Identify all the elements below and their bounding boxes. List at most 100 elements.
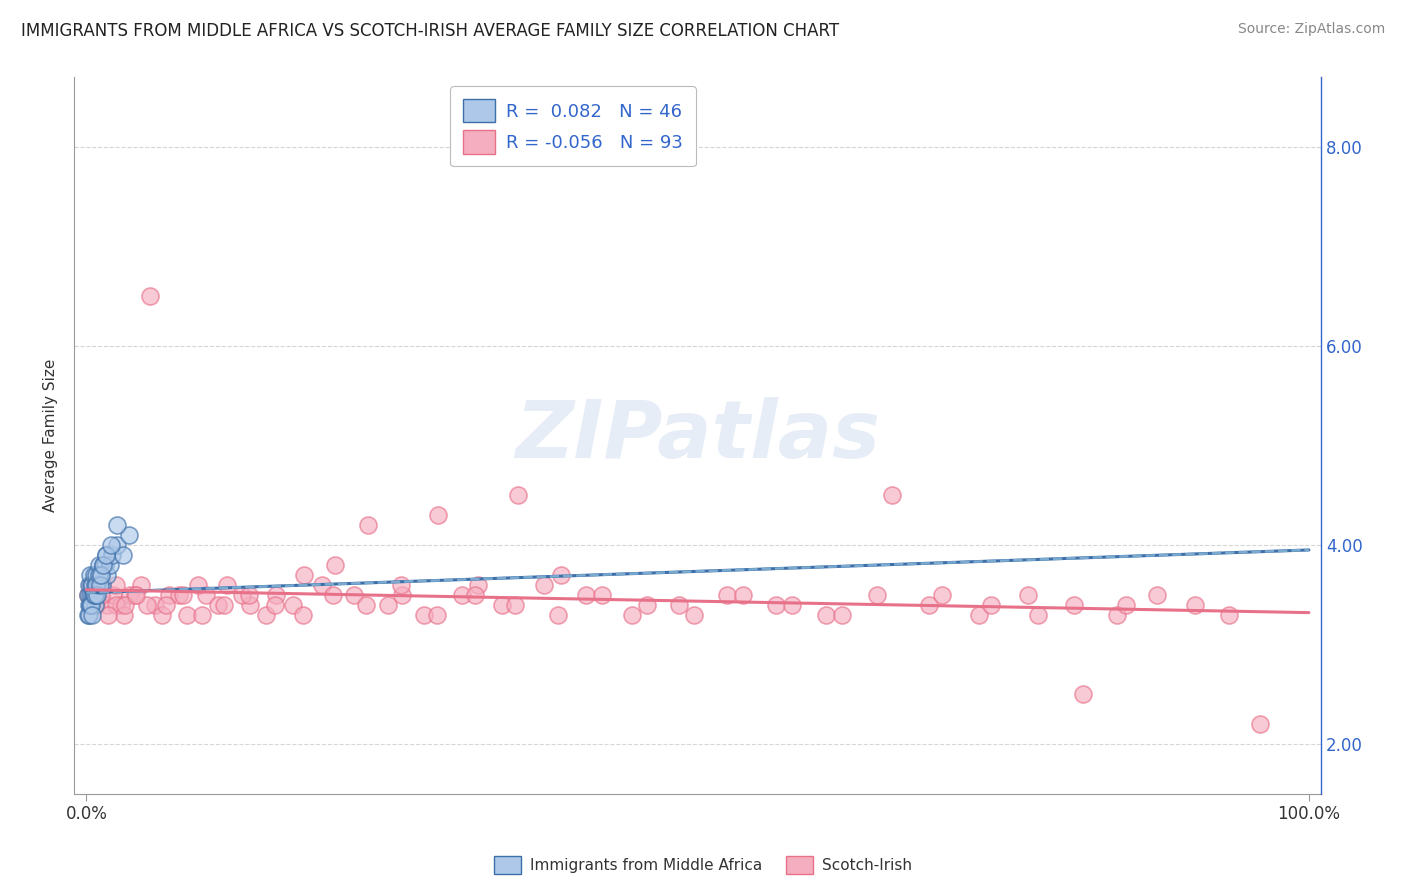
Text: ZIPatlas: ZIPatlas xyxy=(515,397,880,475)
Point xyxy=(1017,588,1039,602)
Point xyxy=(83,598,105,612)
Point xyxy=(150,607,173,622)
Point xyxy=(76,588,98,602)
Point xyxy=(1026,607,1049,622)
Point xyxy=(111,548,134,562)
Point xyxy=(765,598,787,612)
Point xyxy=(191,607,214,622)
Point xyxy=(918,598,941,612)
Point xyxy=(264,588,287,602)
Point xyxy=(118,528,141,542)
Point xyxy=(464,588,486,602)
Point xyxy=(143,598,166,612)
Point xyxy=(167,588,190,602)
Point xyxy=(82,578,104,592)
Point xyxy=(136,598,159,612)
Point xyxy=(780,598,803,612)
Point xyxy=(89,578,111,592)
Point xyxy=(412,607,434,622)
Point xyxy=(254,607,277,622)
Point xyxy=(94,548,117,562)
Point xyxy=(91,578,114,592)
Point xyxy=(96,567,118,582)
Point xyxy=(575,588,598,602)
Point xyxy=(82,588,104,602)
Point xyxy=(814,607,837,622)
Point xyxy=(980,598,1002,612)
Point xyxy=(89,567,111,582)
Point xyxy=(668,598,690,612)
Point xyxy=(93,558,115,572)
Point xyxy=(187,578,209,592)
Point xyxy=(82,607,104,622)
Legend: Immigrants from Middle Africa, Scotch-Irish: Immigrants from Middle Africa, Scotch-Ir… xyxy=(488,850,918,880)
Point xyxy=(683,607,706,622)
Point xyxy=(467,578,489,592)
Point xyxy=(281,598,304,612)
Point xyxy=(1249,717,1271,731)
Point xyxy=(1115,598,1137,612)
Point xyxy=(131,578,153,592)
Point xyxy=(112,607,135,622)
Point xyxy=(79,578,101,592)
Point xyxy=(87,588,110,602)
Point xyxy=(83,598,105,612)
Point xyxy=(83,588,105,602)
Point xyxy=(323,558,346,572)
Point xyxy=(716,588,738,602)
Point xyxy=(76,588,98,602)
Point xyxy=(391,588,413,602)
Point xyxy=(82,588,104,602)
Point xyxy=(94,548,117,562)
Point xyxy=(238,588,260,602)
Point xyxy=(101,548,124,562)
Point xyxy=(80,598,103,612)
Point xyxy=(880,488,903,502)
Point xyxy=(84,578,107,592)
Point xyxy=(98,558,121,572)
Point xyxy=(83,588,105,602)
Point xyxy=(1218,607,1240,622)
Point xyxy=(80,578,103,592)
Point xyxy=(84,588,107,602)
Point xyxy=(155,598,177,612)
Point xyxy=(533,578,555,592)
Point xyxy=(77,598,100,612)
Point xyxy=(86,578,108,592)
Text: Source: ZipAtlas.com: Source: ZipAtlas.com xyxy=(1237,22,1385,37)
Point xyxy=(83,578,105,592)
Point xyxy=(291,607,314,622)
Point xyxy=(505,598,527,612)
Point xyxy=(96,598,118,612)
Point xyxy=(103,588,125,602)
Point xyxy=(866,588,889,602)
Point xyxy=(77,607,100,622)
Point xyxy=(79,588,101,602)
Point xyxy=(967,607,990,622)
Point xyxy=(80,598,103,612)
Point xyxy=(91,578,114,592)
Point xyxy=(620,607,643,622)
Point xyxy=(195,588,218,602)
Point xyxy=(356,598,378,612)
Point xyxy=(77,578,100,592)
Point xyxy=(79,567,101,582)
Point xyxy=(105,518,128,533)
Point xyxy=(450,588,472,602)
Point xyxy=(110,598,132,612)
Point xyxy=(207,598,229,612)
Point xyxy=(311,578,333,592)
Point xyxy=(831,607,853,622)
Point xyxy=(215,578,238,592)
Point xyxy=(100,538,122,552)
Point xyxy=(506,488,529,502)
Point xyxy=(90,588,112,602)
Point xyxy=(292,567,315,582)
Point xyxy=(104,598,127,612)
Point xyxy=(356,518,378,533)
Point xyxy=(97,607,120,622)
Point xyxy=(637,598,659,612)
Point xyxy=(159,588,181,602)
Point xyxy=(104,578,127,592)
Point xyxy=(1071,687,1094,701)
